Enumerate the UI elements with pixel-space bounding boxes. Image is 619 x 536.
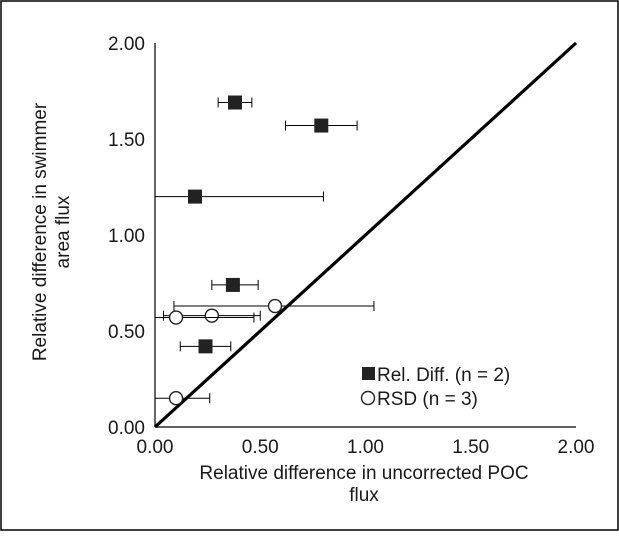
rel-diff-point bbox=[187, 189, 202, 204]
y-tick-label: 0.50 bbox=[108, 322, 145, 343]
x-tick-label: 1.00 bbox=[347, 437, 384, 458]
x-axis-title-line: Relative difference in uncorrected POC bbox=[199, 463, 528, 484]
rel-diff-point bbox=[314, 118, 329, 133]
x-tick-label: 0.00 bbox=[137, 437, 174, 458]
rsd-point bbox=[267, 298, 283, 314]
y-axis-title-line: Relative difference in swimmer bbox=[30, 102, 51, 361]
rsd-point bbox=[204, 308, 220, 323]
legend-label: RSD (n = 3) bbox=[377, 389, 478, 410]
legend-circle-marker bbox=[360, 390, 376, 406]
one-to-one-line bbox=[153, 41, 578, 429]
legend: Rel. Diff. (n = 2) RSD (n = 3) bbox=[360, 365, 510, 410]
legend-label: Rel. Diff. (n = 2) bbox=[377, 365, 510, 386]
data-marks bbox=[154, 95, 375, 406]
y-tick-label: 0.00 bbox=[108, 418, 145, 439]
axis-titles: Relative difference in uncorrected POCfl… bbox=[30, 102, 529, 506]
x-tick-label: 0.50 bbox=[242, 437, 279, 458]
rel-diff-point bbox=[198, 339, 213, 354]
rel-diff-point bbox=[225, 277, 240, 292]
x-tick-label: 2.00 bbox=[558, 437, 595, 458]
y-tick-label: 1.00 bbox=[108, 226, 145, 247]
y-tick-label: 1.50 bbox=[108, 130, 145, 151]
legend-square-marker bbox=[362, 367, 375, 380]
y-tick-label: 2.00 bbox=[108, 34, 145, 55]
rsd-point bbox=[168, 391, 184, 406]
rsd-point bbox=[168, 310, 184, 325]
x-axis-title-line: flux bbox=[349, 485, 379, 506]
tick-labels: 0.00 0.50 1.00 1.50 2.00 0.00 0.50 1.00 1.50 2.00 bbox=[108, 34, 594, 458]
y-axis-title-line: area flux bbox=[53, 195, 74, 268]
plot-area bbox=[153, 41, 578, 429]
rel-diff-point bbox=[227, 95, 242, 110]
x-tick-label: 1.50 bbox=[452, 437, 489, 458]
